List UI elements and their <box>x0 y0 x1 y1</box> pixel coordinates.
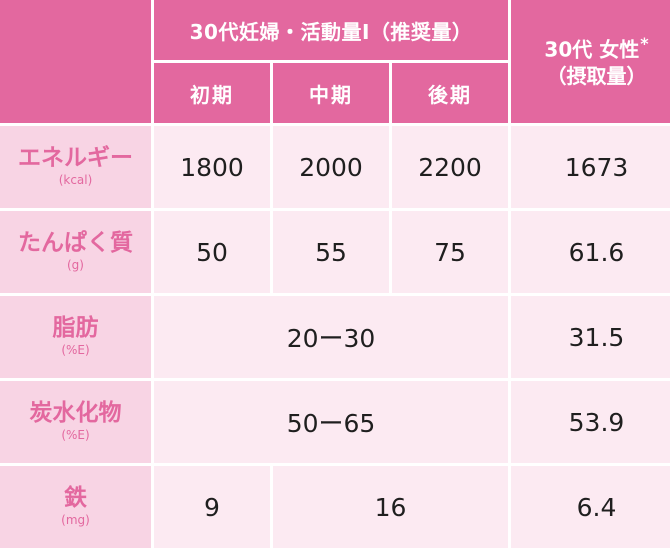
cell-energy-early: 1800 <box>154 126 270 208</box>
header-pregnant-group: 30代妊婦・活動量Ⅰ（推奨量） <box>154 0 508 60</box>
header-women-30s: 30代 女性* （摂取量） <box>511 0 670 123</box>
cell-carbohydrate-women30s: 53.9 <box>511 381 670 463</box>
cell-protein-mid: 55 <box>273 211 389 293</box>
cell-energy-late: 2200 <box>392 126 508 208</box>
cell-carbohydrate-range: 50ー65 <box>154 381 508 463</box>
row-label-fat: 脂肪 (%E) <box>0 296 151 378</box>
cell-protein-early: 50 <box>154 211 270 293</box>
row-label-carbohydrate: 炭水化物 (%E) <box>0 381 151 463</box>
row-unit: (kcal) <box>58 173 93 188</box>
cell-energy-mid: 2000 <box>273 126 389 208</box>
header-women-30s-text: 30代 女性 <box>544 37 640 62</box>
cell-protein-late: 75 <box>392 211 508 293</box>
row-label-protein: たんぱく質 (g) <box>0 211 151 293</box>
subheader-early: 初期 <box>154 63 270 123</box>
cell-energy-women30s: 1673 <box>511 126 670 208</box>
row-unit: (%E) <box>61 343 90 358</box>
row-label-text: 脂肪 <box>52 314 99 341</box>
row-label-text: エネルギー <box>18 144 133 171</box>
cell-iron-women30s: 6.4 <box>511 466 670 548</box>
row-label-text: たんぱく質 <box>18 229 133 256</box>
row-label-text: 鉄 <box>64 484 87 511</box>
header-corner <box>0 0 151 123</box>
cell-fat-women30s: 31.5 <box>511 296 670 378</box>
row-label-iron: 鉄 (mg) <box>0 466 151 548</box>
footnote-asterisk: * <box>640 33 649 53</box>
cell-iron-mid-late: 16 <box>273 466 508 548</box>
row-unit: (mg) <box>61 513 90 528</box>
row-label-energy: エネルギー (kcal) <box>0 126 151 208</box>
cell-protein-women30s: 61.6 <box>511 211 670 293</box>
header-women-30s-line1: 30代 女性* <box>544 33 648 64</box>
cell-iron-early: 9 <box>154 466 270 548</box>
row-unit: (%E) <box>61 428 90 443</box>
header-women-30s-line2: （摂取量） <box>546 64 647 89</box>
row-unit: (g) <box>67 258 84 273</box>
subheader-late: 後期 <box>392 63 508 123</box>
subheader-mid: 中期 <box>273 63 389 123</box>
row-label-text: 炭水化物 <box>29 399 122 426</box>
cell-fat-range: 20ー30 <box>154 296 508 378</box>
